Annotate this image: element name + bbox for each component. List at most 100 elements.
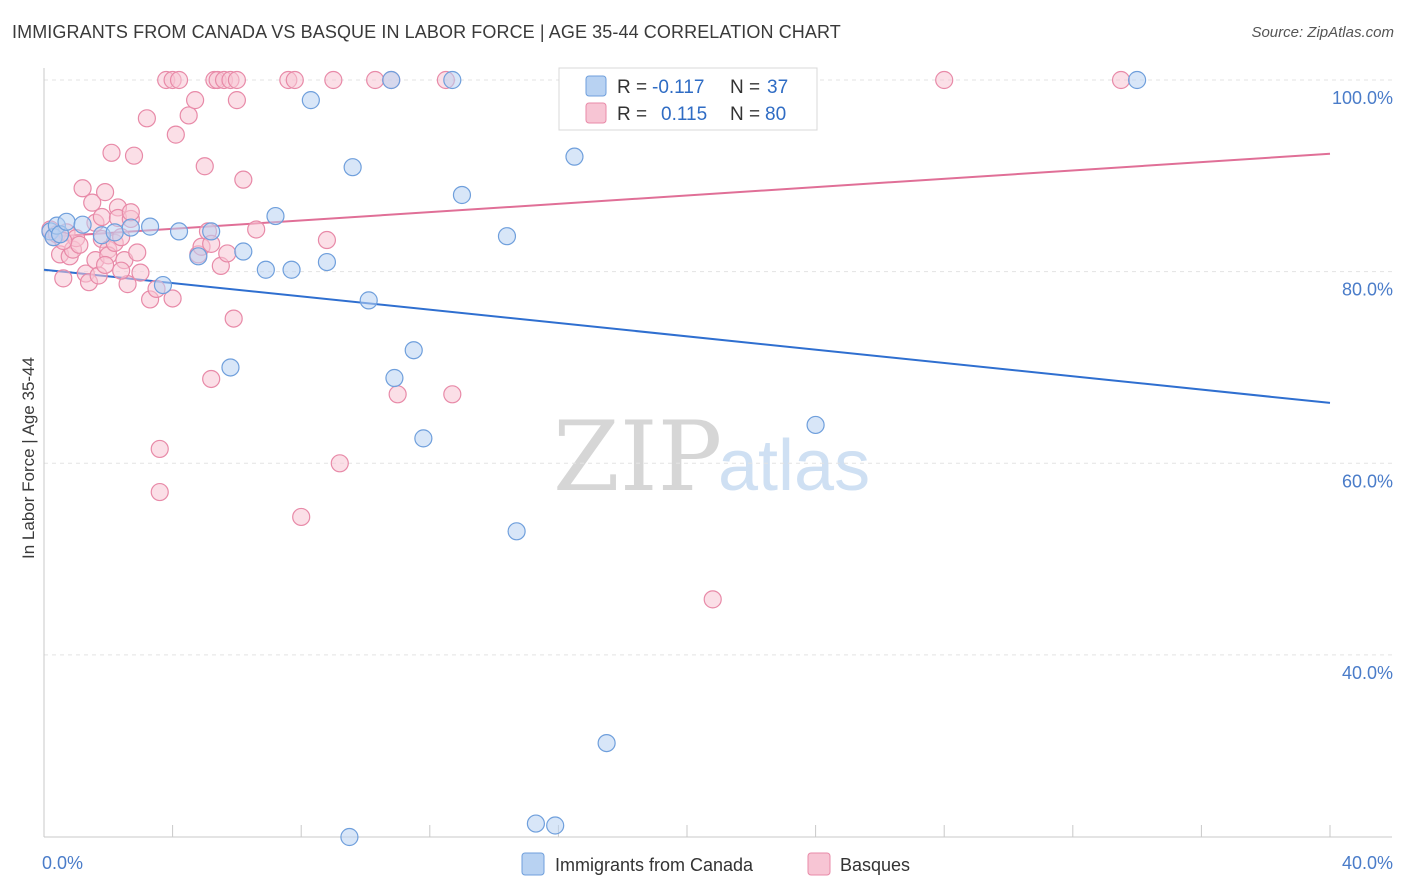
point-basques-9 xyxy=(70,235,89,254)
point-basques-56 xyxy=(218,244,237,263)
point-basques-64 xyxy=(285,70,304,90)
y-tick-label-1: 80.0% xyxy=(1342,280,1393,300)
watermark-zip: ZIP xyxy=(553,401,722,513)
legend-swatch-basques xyxy=(585,102,607,124)
trend-line-canada xyxy=(43,268,1331,404)
point-basques-61 xyxy=(234,170,253,189)
point-basques-10 xyxy=(73,179,92,198)
y-tick-label-2: 60.0% xyxy=(1342,471,1393,491)
legend-n-value-canada: 37 xyxy=(767,77,788,98)
point-basques-65 xyxy=(292,507,311,527)
point-canada-11 xyxy=(169,222,189,241)
point-canada-24 xyxy=(382,70,401,90)
watermark-atlas: atlas xyxy=(718,426,870,506)
point-basques-75 xyxy=(935,70,954,90)
point-canada-37 xyxy=(1127,70,1147,90)
point-canada-29 xyxy=(452,185,472,205)
point-canada-33 xyxy=(546,816,565,835)
bottom-legend-label-basques: Basques xyxy=(840,855,910,875)
point-canada-7 xyxy=(105,223,124,242)
source-label: Source: ZipAtlas.com xyxy=(1251,24,1394,41)
point-basques-41 xyxy=(163,289,182,308)
point-canada-30 xyxy=(497,227,517,246)
point-canada-27 xyxy=(414,429,433,448)
point-canada-28 xyxy=(443,70,462,90)
point-canada-9 xyxy=(140,217,160,236)
point-canada-15 xyxy=(234,242,253,261)
point-basques-77 xyxy=(112,261,131,280)
chart-title: IMMIGRANTS FROM CANADA VS BASQUE IN LABO… xyxy=(12,22,841,42)
point-basques-42 xyxy=(166,125,185,144)
point-canada-8 xyxy=(121,218,140,237)
grid-lines xyxy=(44,79,1392,656)
point-canada-26 xyxy=(404,341,423,360)
x-tick-label-1: 40.0% xyxy=(1342,853,1393,873)
point-canada-19 xyxy=(301,91,320,110)
legend-r-label-canada: R = xyxy=(617,77,647,98)
point-canada-17 xyxy=(266,206,285,226)
point-basques-33 xyxy=(131,263,150,282)
series-canada-points xyxy=(41,70,1147,847)
point-basques-58 xyxy=(224,309,243,328)
tick-labels: 100.0% 80.0% 60.0% 40.0% 0.0% 40.0% xyxy=(42,88,1393,873)
legend-n-value-basques: 80 xyxy=(765,104,786,125)
point-basques-73 xyxy=(443,385,462,404)
y-tick-label-0: 100.0% xyxy=(1332,88,1393,108)
point-basques-44 xyxy=(179,106,198,125)
bottom-legend-swatch-canada xyxy=(521,852,545,876)
point-basques-22 xyxy=(102,143,121,162)
point-canada-13 xyxy=(202,222,221,241)
point-canada-10 xyxy=(153,275,173,295)
point-canada-34 xyxy=(565,147,584,166)
trend-line-basques xyxy=(43,152,1331,239)
legend-n-label-basques: N = xyxy=(730,104,760,125)
legend-r-value-basques: 0.115 xyxy=(661,104,707,125)
point-basques-69 xyxy=(366,70,385,90)
point-canada-14 xyxy=(221,358,240,377)
point-canada-31 xyxy=(507,522,526,541)
point-basques-68 xyxy=(330,454,349,473)
point-canada-32 xyxy=(526,814,545,833)
point-basques-59 xyxy=(227,70,246,90)
y-tick-label-3: 40.0% xyxy=(1342,663,1393,683)
point-basques-43 xyxy=(169,70,189,90)
legend-n-label-canada: N = xyxy=(730,77,760,98)
point-basques-13 xyxy=(83,193,102,212)
point-basques-18 xyxy=(92,207,111,227)
legend-r-value-canada: -0.117 xyxy=(652,77,704,98)
point-canada-16 xyxy=(256,260,275,279)
point-basques-62 xyxy=(247,220,266,239)
point-canada-21 xyxy=(340,827,359,847)
series-legend: Immigrants from Canada Basques xyxy=(521,852,910,876)
point-basques-32 xyxy=(128,243,147,262)
point-basques-60 xyxy=(227,91,246,110)
point-basques-71 xyxy=(388,385,407,404)
point-canada-18 xyxy=(282,260,301,279)
point-basques-78 xyxy=(95,255,115,275)
point-canada-25 xyxy=(385,368,404,388)
bottom-legend-label-canada: Immigrants from Canada xyxy=(555,855,754,875)
point-basques-48 xyxy=(195,157,214,176)
point-basques-4 xyxy=(54,269,73,288)
point-basques-51 xyxy=(202,369,221,389)
point-basques-76 xyxy=(1111,70,1131,90)
correlation-legend: R = -0.117 N = 37 R = 0.115 N = 80 xyxy=(558,67,818,131)
series-basques-points xyxy=(41,70,1131,609)
point-canada-22 xyxy=(343,158,362,177)
point-basques-38 xyxy=(150,482,169,502)
point-canada-5 xyxy=(73,215,92,234)
point-basques-19 xyxy=(95,183,115,202)
point-basques-30 xyxy=(121,203,140,222)
point-basques-37 xyxy=(150,439,169,459)
point-basques-34 xyxy=(137,109,156,128)
point-canada-35 xyxy=(597,733,616,753)
point-canada-36 xyxy=(806,415,825,435)
bottom-legend-swatch-basques xyxy=(807,852,831,876)
point-basques-67 xyxy=(324,70,343,90)
point-basques-66 xyxy=(317,230,337,250)
point-basques-31 xyxy=(124,146,144,165)
point-canada-20 xyxy=(317,252,337,272)
point-basques-45 xyxy=(186,91,205,110)
legend-swatch-canada xyxy=(585,75,607,97)
